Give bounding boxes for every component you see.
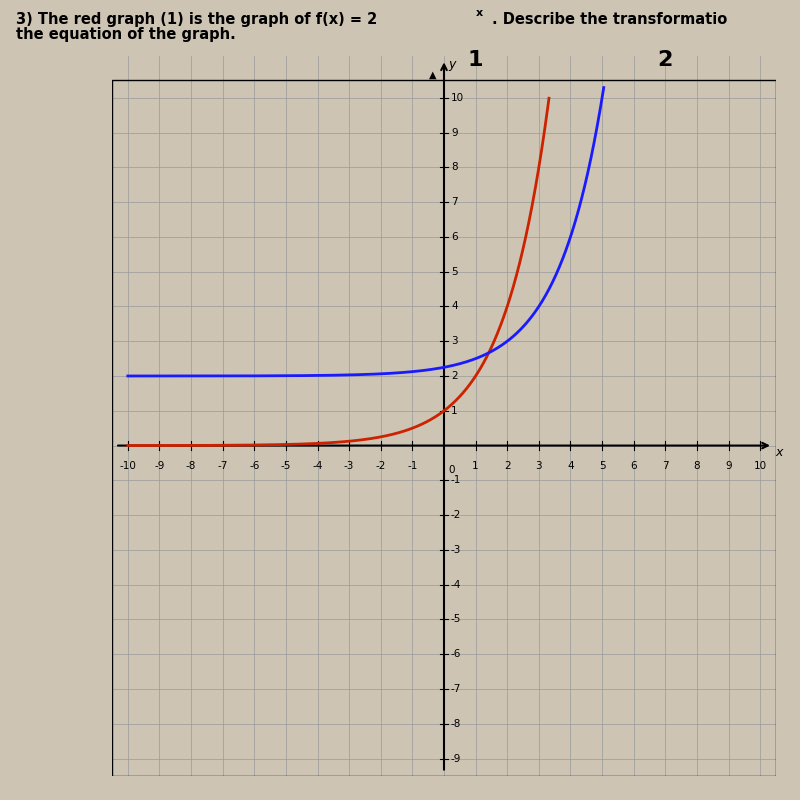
Text: . Describe the transformatio: . Describe the transformatio bbox=[492, 12, 727, 27]
Text: 3) The red graph (1) is the graph of f(x) = 2: 3) The red graph (1) is the graph of f(x… bbox=[16, 12, 378, 27]
Text: -6: -6 bbox=[451, 650, 462, 659]
Text: -2: -2 bbox=[451, 510, 462, 520]
Text: -3: -3 bbox=[344, 462, 354, 471]
Text: 8: 8 bbox=[694, 462, 700, 471]
Text: -3: -3 bbox=[451, 545, 462, 555]
Text: -9: -9 bbox=[154, 462, 165, 471]
Text: 2: 2 bbox=[451, 371, 458, 381]
Text: 5: 5 bbox=[598, 462, 606, 471]
Text: 2: 2 bbox=[658, 50, 673, 70]
Text: 6: 6 bbox=[451, 232, 458, 242]
Text: 10: 10 bbox=[451, 93, 464, 102]
Text: 3: 3 bbox=[535, 462, 542, 471]
Text: 1: 1 bbox=[472, 462, 479, 471]
Text: -7: -7 bbox=[451, 684, 462, 694]
Text: 10: 10 bbox=[754, 462, 766, 471]
Text: 4: 4 bbox=[451, 302, 458, 311]
Text: -4: -4 bbox=[451, 580, 462, 590]
Text: 7: 7 bbox=[451, 197, 458, 207]
Text: -1: -1 bbox=[451, 475, 462, 486]
Text: x: x bbox=[476, 8, 483, 18]
Text: 5: 5 bbox=[451, 266, 458, 277]
Text: 6: 6 bbox=[630, 462, 637, 471]
Text: 1: 1 bbox=[468, 50, 483, 70]
Text: -9: -9 bbox=[451, 754, 462, 764]
Text: -2: -2 bbox=[375, 462, 386, 471]
Text: ▲: ▲ bbox=[429, 70, 437, 80]
Text: x: x bbox=[775, 446, 782, 459]
Text: -1: -1 bbox=[407, 462, 418, 471]
Text: -7: -7 bbox=[218, 462, 228, 471]
Text: 9: 9 bbox=[451, 127, 458, 138]
Text: 2: 2 bbox=[504, 462, 510, 471]
Text: the equation of the graph.: the equation of the graph. bbox=[16, 27, 236, 42]
Text: -4: -4 bbox=[312, 462, 322, 471]
Text: 4: 4 bbox=[567, 462, 574, 471]
Text: -5: -5 bbox=[281, 462, 291, 471]
Text: y: y bbox=[449, 58, 456, 71]
Text: 8: 8 bbox=[451, 162, 458, 172]
Text: 0: 0 bbox=[449, 465, 455, 474]
Text: -10: -10 bbox=[119, 462, 136, 471]
Text: -8: -8 bbox=[186, 462, 196, 471]
Text: 3: 3 bbox=[451, 336, 458, 346]
Text: -8: -8 bbox=[451, 719, 462, 729]
Text: -5: -5 bbox=[451, 614, 462, 625]
Text: 7: 7 bbox=[662, 462, 669, 471]
Text: 1: 1 bbox=[451, 406, 458, 416]
Text: 9: 9 bbox=[726, 462, 732, 471]
Text: -6: -6 bbox=[249, 462, 259, 471]
